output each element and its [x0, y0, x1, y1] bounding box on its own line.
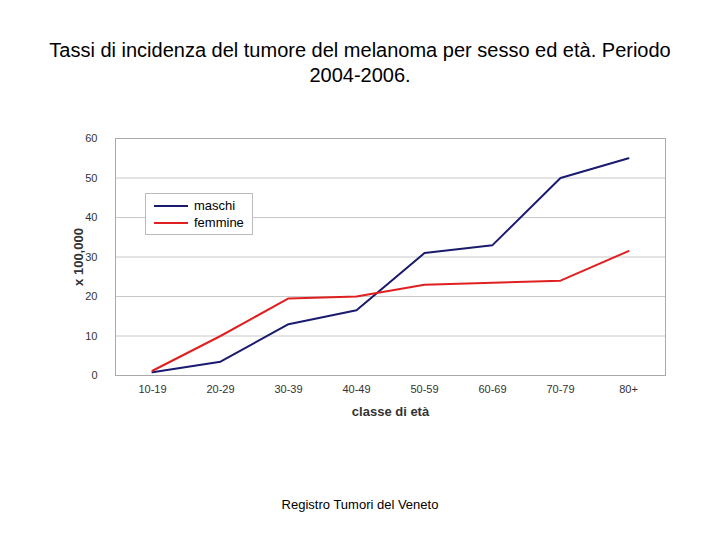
svg-text:80+: 80+ [619, 383, 638, 395]
svg-text:70-79: 70-79 [546, 383, 574, 395]
svg-text:60: 60 [85, 132, 97, 144]
svg-text:50-59: 50-59 [410, 383, 438, 395]
svg-text:10-19: 10-19 [138, 383, 166, 395]
svg-text:30-39: 30-39 [274, 383, 302, 395]
svg-text:60-69: 60-69 [478, 383, 506, 395]
svg-text:classe di età: classe di età [352, 404, 430, 419]
svg-text:0: 0 [91, 369, 97, 381]
svg-text:x 100,000: x 100,000 [71, 228, 86, 286]
html-text:Registro Tumori del Veneto: Registro Tumori del Veneto [281, 497, 439, 512]
svg-text:10: 10 [85, 330, 97, 342]
html-text:maschi: maschi [194, 198, 236, 213]
svg-text:40: 40 [85, 211, 97, 223]
svg-text:20-29: 20-29 [206, 383, 234, 395]
svg-text:50: 50 [85, 172, 97, 184]
html-text:femmine: femmine [194, 215, 244, 230]
svg-text:40-49: 40-49 [342, 383, 370, 395]
svg-text:20: 20 [85, 290, 97, 302]
html-text:Tassi di incidenza del tumore: Tassi di incidenza del tumore del melano… [49, 39, 671, 86]
svg-text:30: 30 [85, 251, 97, 263]
